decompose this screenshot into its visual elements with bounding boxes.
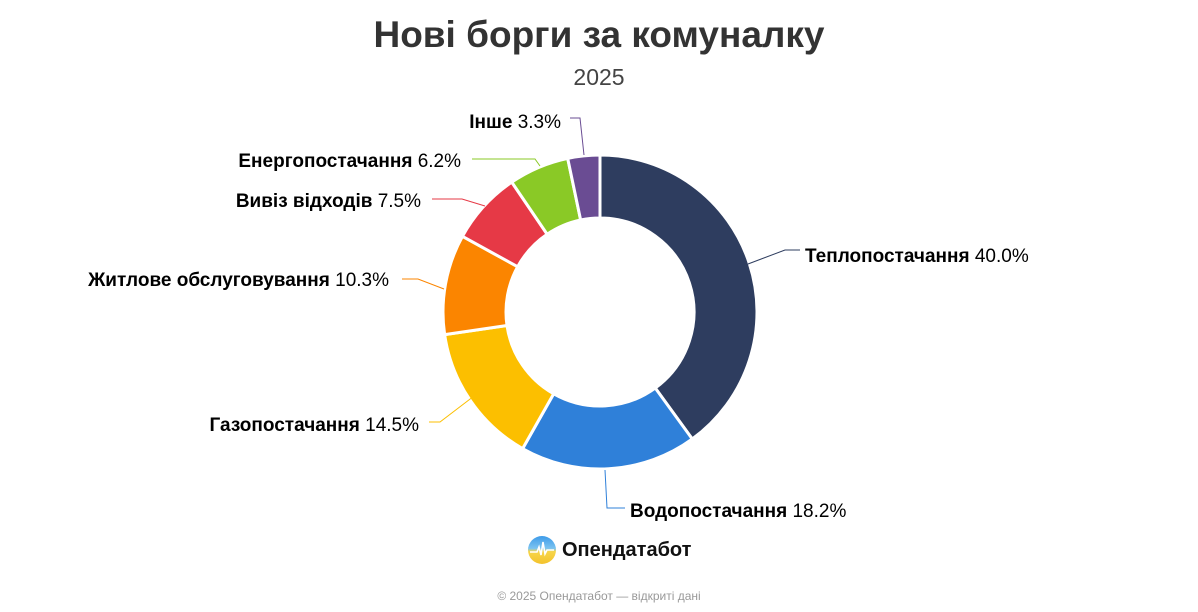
slice-value: 18.2%: [792, 501, 846, 522]
brand-name: Опендатабот: [562, 538, 692, 561]
data-label-5: Енергопостачання 6.2%: [238, 151, 461, 172]
slice-label: Вивіз відходів: [236, 191, 378, 212]
slice-label: Енергопостачання: [238, 151, 417, 172]
slice-label: Інше: [469, 112, 517, 133]
data-label-3: Житлове обслуговування 10.3%: [87, 270, 389, 291]
opendatabot-logo-icon: [528, 536, 556, 564]
data-label-4: Вивіз відходів 7.5%: [236, 191, 421, 212]
leader-line-6: [570, 117, 585, 156]
leader-line-2: [429, 392, 479, 423]
slice-label: Газопостачання: [210, 415, 366, 436]
data-label-2: Газопостачання 14.5%: [210, 415, 420, 436]
slice-value: 40.0%: [975, 246, 1029, 267]
leader-line-3: [402, 278, 445, 290]
slice-value: 6.2%: [418, 151, 461, 172]
leader-line-5: [472, 158, 541, 167]
chart-subtitle: 2025: [573, 64, 625, 90]
leader-line-0: [747, 249, 800, 265]
data-label-6: Інше 3.3%: [469, 112, 561, 133]
slice-label: Водопостачання: [630, 501, 792, 522]
data-label-1: Водопостачання 18.2%: [630, 501, 846, 522]
slice-0[interactable]: [598, 153, 759, 441]
slice-label: Теплопостачання: [805, 246, 975, 267]
slice-value: 3.3%: [518, 112, 561, 133]
slice-value: 7.5%: [378, 191, 421, 212]
data-label-0: Теплопостачання 40.0%: [805, 246, 1029, 267]
footer-text: © 2025 Опендатабот — відкриті дані: [497, 589, 701, 603]
leader-line-4: [432, 198, 486, 207]
slice-6[interactable]: [566, 153, 602, 222]
slice-value: 14.5%: [365, 415, 419, 436]
leader-line-1: [604, 469, 625, 509]
chart-title: Нові борги за комуналку: [373, 14, 825, 55]
slice-label: Житлове обслуговування: [87, 270, 335, 291]
slice-value: 10.3%: [335, 270, 389, 291]
brand: Опендатабот: [528, 536, 691, 564]
